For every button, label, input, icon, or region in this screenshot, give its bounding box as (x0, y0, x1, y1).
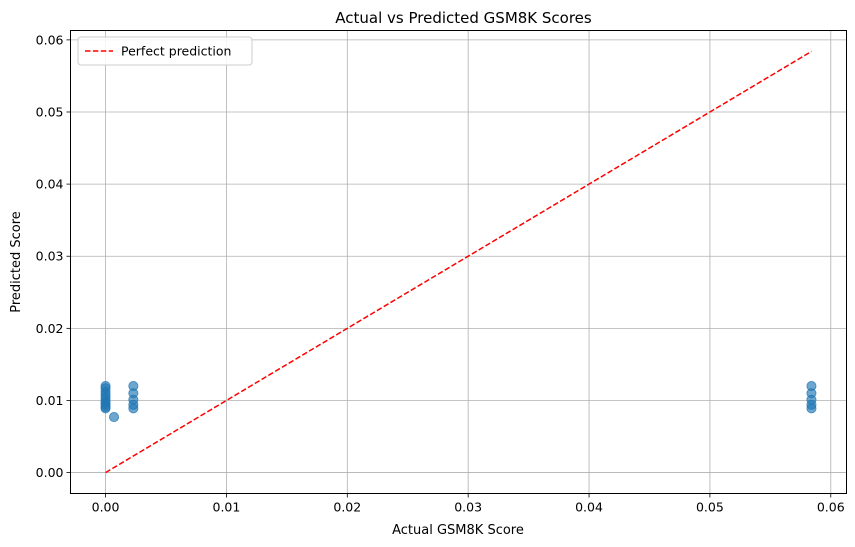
data-point (128, 403, 139, 414)
data-point (806, 403, 817, 414)
y-tick-label: 0.02 (36, 321, 64, 336)
x-tick-label: 0.06 (817, 500, 845, 515)
grid (70, 30, 847, 494)
x-tick-label: 0.01 (213, 500, 241, 515)
x-tick-label: 0.05 (696, 500, 724, 515)
x-axis-ticks: 0.00 0.01 0.02 0.03 0.04 0.05 0.06 (92, 493, 845, 515)
plot-frame (70, 30, 847, 494)
x-tick-label: 0.02 (333, 500, 361, 515)
y-axis-ticks: 0.00 0.01 0.02 0.03 0.04 0.05 0.06 (36, 32, 71, 480)
y-tick-label: 0.04 (36, 177, 64, 192)
x-tick-label: 0.04 (575, 500, 603, 515)
data-point (109, 412, 120, 423)
y-tick-label: 0.03 (36, 249, 64, 264)
reference-line-layer (105, 50, 812, 474)
chart-title: Actual vs Predicted GSM8K Scores (335, 9, 592, 27)
y-tick-label: 0.05 (36, 104, 64, 119)
x-tick-label: 0.00 (92, 500, 120, 515)
data-point (100, 403, 111, 414)
y-axis-label: Predicted Score (9, 211, 24, 313)
data-points (100, 381, 817, 423)
x-axis-label: Actual GSM8K Score (392, 523, 524, 538)
y-tick-label: 0.00 (36, 465, 64, 480)
legend: Perfect prediction (77, 36, 253, 66)
legend-label: Perfect prediction (121, 44, 231, 59)
y-tick-label: 0.06 (36, 32, 64, 47)
y-tick-label: 0.01 (36, 393, 64, 408)
legend-box (77, 36, 253, 66)
perfect-prediction-line (105, 50, 812, 474)
x-tick-label: 0.03 (454, 500, 482, 515)
